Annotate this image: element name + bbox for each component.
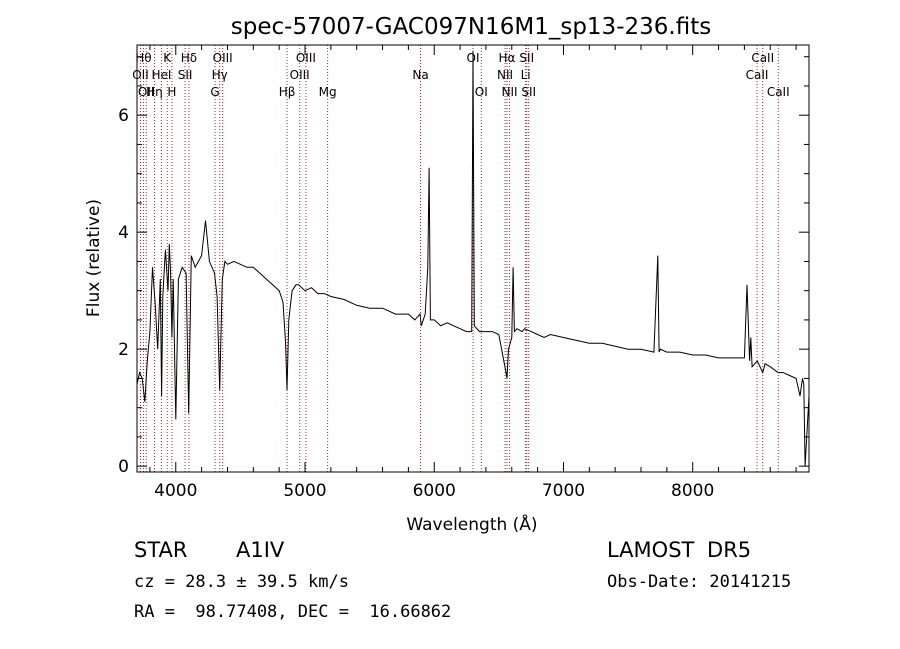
y-tick-label-0: 0 — [118, 457, 129, 477]
x-axis: 4000 5000 6000 7000 8000 — [149, 45, 797, 501]
x-tick-label-1: 5000 — [283, 481, 326, 501]
x-tick-label-3: 7000 — [542, 481, 585, 501]
line-label-0: OII — [132, 68, 149, 82]
plot-frame — [136, 44, 810, 473]
line-label-4: HeI — [151, 68, 171, 82]
x-axis-label: Wavelength (Å) — [406, 513, 537, 535]
line-label-5: K — [163, 51, 172, 65]
line-label-12: Hβ — [279, 85, 296, 99]
line-label-10: Hγ — [212, 68, 228, 82]
spectral-line-markers — [139, 45, 779, 472]
y-tick-label-3: 6 — [118, 106, 129, 126]
line-label-19: NII — [497, 68, 513, 82]
x-tick-label-4: 8000 — [671, 481, 714, 501]
line-label-22: Li — [521, 68, 531, 82]
line-label-26: CaII — [751, 51, 774, 65]
line-label-7: SII — [178, 68, 193, 82]
line-label-8: Hδ — [181, 51, 197, 65]
y-tick-label-1: 2 — [118, 340, 129, 360]
line-label-21: NII — [502, 85, 518, 99]
x-tick-label-0: 4000 — [154, 481, 197, 501]
line-label-13: OIII — [290, 68, 310, 82]
line-label-6: H — [167, 85, 176, 99]
spectrum-line — [136, 50, 810, 467]
object-subclass: A1IV — [236, 538, 285, 562]
chart-title: spec-57007-GAC097N16M1_sp13-236.fits — [231, 14, 711, 40]
sky-coordinates: RA = 98.77408, DEC = 16.66862 — [134, 602, 452, 622]
line-label-25: CaII — [746, 68, 769, 82]
line-label-18: OI — [475, 85, 488, 99]
observation-date: Obs-Date: 20141215 — [607, 572, 792, 592]
line-label-11: OIII — [213, 51, 233, 65]
y-tick-label-2: 4 — [118, 223, 129, 243]
line-label-15: Mg — [319, 85, 337, 99]
line-label-14: OIII — [296, 51, 316, 65]
y-axis: 0 2 4 6 — [118, 56, 809, 477]
survey-name: LAMOST DR5 — [607, 538, 752, 562]
line-label-3: Hη — [146, 85, 163, 99]
object-class: STAR — [134, 538, 188, 562]
x-tick-label-2: 6000 — [413, 481, 456, 501]
spectral-line-labels: OIIHθOIIHηHeIKHSIIHδGHγOIIIHβOIIIOIIIMgN… — [132, 51, 789, 99]
line-label-16: Na — [412, 68, 428, 82]
line-label-23: SII — [519, 51, 534, 65]
line-label-9: G — [210, 85, 219, 99]
y-axis-label: Flux (relative) — [84, 199, 104, 317]
line-label-27: CaII — [767, 85, 790, 99]
line-label-24: SII — [521, 85, 536, 99]
line-label-2: OII — [138, 85, 155, 99]
line-label-20: Hα — [499, 51, 516, 65]
redshift-velocity: cz = 28.3 ± 39.5 km/s — [134, 572, 349, 592]
line-label-1: Hθ — [135, 51, 151, 65]
